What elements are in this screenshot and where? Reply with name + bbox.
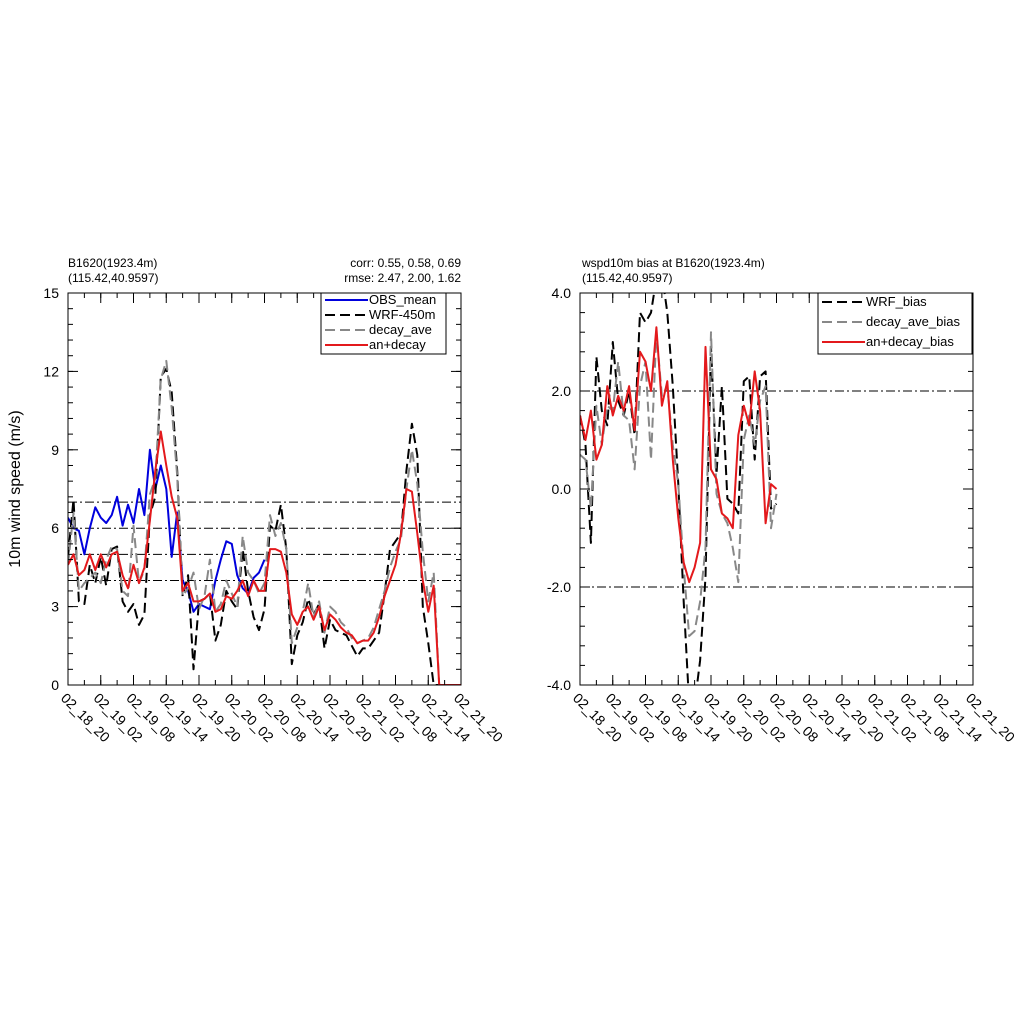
y-tick-label: 0.0	[552, 481, 572, 497]
y-tick-label: -2.0	[547, 579, 571, 595]
legend-label-wrf-450m: WRF-450m	[369, 307, 435, 322]
chart-title-left-line1: B1620(1923.4m)	[68, 256, 157, 270]
corr-stats-text: corr: 0.55, 0.58, 0.69	[350, 256, 461, 270]
y-tick-label: 15	[43, 285, 59, 301]
legend-box	[320, 292, 447, 355]
y-tick-label: 0	[51, 677, 59, 693]
y-tick-label: 3	[51, 599, 59, 615]
series-line-an-decay-bias	[580, 326, 778, 584]
legend-label-an-decay: an+decay	[369, 337, 426, 352]
legend-label-obs-mean: OBS_mean	[369, 292, 436, 307]
series-line-obs-mean	[68, 448, 266, 613]
rmse-stats-text: rmse: 2.47, 2.00, 1.62	[344, 271, 461, 285]
legend-label-an-decay-bias: an+decay_bias	[866, 334, 954, 349]
y-tick-label: -4.0	[547, 677, 571, 693]
legend-label-wrf-bias: WRF_bias	[866, 294, 927, 309]
legend-box	[817, 292, 973, 355]
series-group	[68, 359, 461, 685]
series-line-wrf-450m	[68, 367, 461, 685]
y-tick-label: 9	[51, 442, 59, 458]
legend-label-decay-ave-bias: decay_ave_bias	[866, 314, 960, 329]
bias-chart-title-line2: (115.42,40.9597)	[582, 271, 673, 285]
y-tick-label: 6	[51, 520, 59, 536]
series-line-wrf-bias	[580, 293, 778, 685]
y-tick-label: 2.0	[552, 383, 572, 399]
legend-label-decay-ave: decay_ave	[369, 322, 432, 337]
series-line-decay-ave	[68, 359, 461, 685]
series-line-an-decay	[68, 430, 461, 685]
y-tick-label: 12	[43, 363, 59, 379]
legend-wind-bias: WRF_bias decay_ave_bias an+decay_bias	[817, 292, 973, 355]
y-axis-title: 10m wind speed (m/s)	[7, 410, 24, 567]
y-tick-label: 4.0	[552, 285, 572, 301]
series-group	[580, 293, 778, 685]
legend-wind-speed: OBS_mean WRF-450m decay_ave an+decay	[320, 292, 447, 355]
chart-title-left-line2: (115.42,40.9597)	[68, 271, 159, 285]
bias-chart-title-line1: wspd10m bias at B1620(1923.4m)	[581, 256, 765, 270]
